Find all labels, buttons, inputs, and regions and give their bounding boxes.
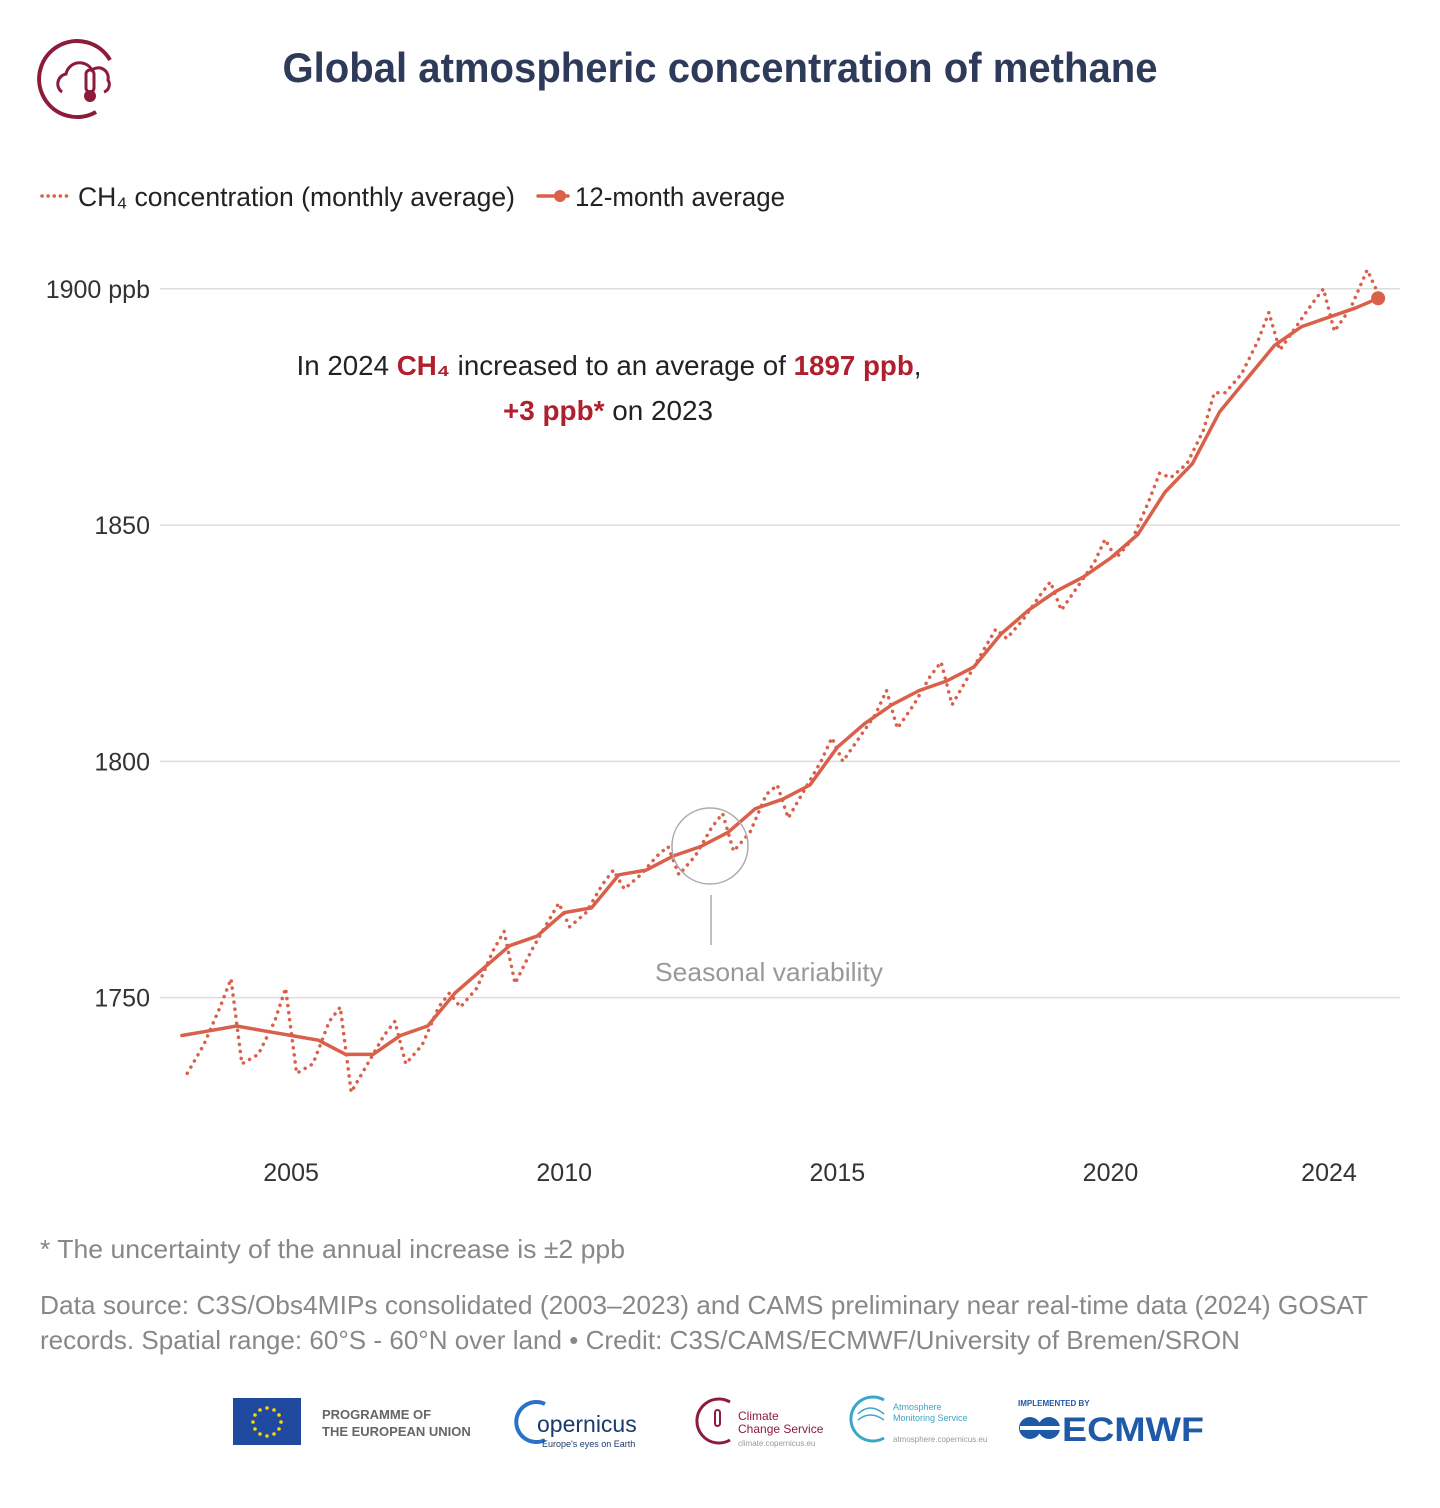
brand-logo [37,39,112,120]
annotation: In 2024 CH₄ increased to an average of 1… [297,350,922,381]
y-tick-label: 1850 [94,512,150,540]
seasonal-callout: Seasonal variability [655,807,883,987]
logo-text: Monitoring Service [893,1413,968,1423]
annotation-segment: , [914,350,922,381]
x-tick-label: 2024 [1301,1159,1357,1187]
x-tick-label: 2020 [1083,1159,1139,1187]
source-line: records. Spatial range: 60°S - 60°N over… [40,1325,1240,1355]
eu-flag [233,1398,301,1445]
annotation-segment: on 2023 [604,395,713,426]
logo-text: Europe's eyes on Earth [542,1439,635,1449]
y-tick-label: 1750 [94,985,150,1013]
logo-icon [857,1407,885,1421]
copernicus-logo: opernicus Europe's eyes on Earth [514,1400,637,1449]
logo-text: Climate [738,1409,779,1423]
logo-text: Atmosphere [893,1402,942,1412]
plot-area: 1900 ppb 1850 1800 1750 2005 2010 2015 2020 2024 [46,268,1400,1187]
x-tick-label: 2005 [263,1159,319,1187]
x-tick-label: 2015 [810,1159,866,1187]
eu-stars [251,1406,283,1438]
logo-text: THE EUROPEAN UNION [322,1424,471,1439]
logo-text: atmosphere.copernicus.eu [893,1435,987,1444]
average-line [180,296,1380,1057]
y-tick-label: 1800 [94,748,150,776]
chart-title: Global atmospheric concentration of meth… [283,44,1158,91]
x-tick-label: 2010 [536,1159,592,1187]
logo-text: ECMWF [1062,1411,1204,1449]
end-marker [1371,291,1386,306]
legend-label: CH₄ concentration (monthly average) [78,182,515,212]
logo-icon [1020,1426,1060,1430]
logo-icon [714,1409,721,1427]
annotation-segment: In 2024 [297,350,397,381]
logo-arc [849,1395,885,1443]
atmosphere-logo: Atmosphere Monitoring Service atmosphere… [849,1395,987,1444]
climate-logo: Climate Change Service climate.copernicu… [695,1397,824,1448]
footnote: * The uncertainty of the annual increase… [40,1234,625,1264]
annotation-segment: CH₄ [397,350,450,381]
eu-logo: PROGRAMME OF THE EUROPEAN UNION [233,1398,471,1445]
monthly-line [185,268,1380,1094]
logo-text: PROGRAMME OF [322,1407,431,1422]
annotation-segment: 1897 ppb [794,350,914,381]
legend-marker [554,190,566,202]
logo-arc [514,1400,546,1444]
annotation-segment: +3 ppb* [503,395,605,426]
legend-label: 12-month average [575,182,785,212]
y-tick-label: 1900 ppb [46,276,150,304]
callout-label: Seasonal variability [655,957,883,987]
ecmwf-logo: IMPLEMENTED BY ECMWF [1018,1399,1204,1449]
logo-text: opernicus [537,1411,637,1437]
logo-text: climate.copernicus.eu [738,1439,815,1448]
annotation: +3 ppb* on 2023 [503,395,713,426]
annotation-segment: increased to an average of [450,350,794,381]
logo-arc [695,1397,731,1445]
source-line: Data source: C3S/Obs4MIPs consolidated (… [40,1290,1368,1320]
callout-circle [671,807,749,885]
logo-text: Change Service [738,1422,824,1436]
logo-text: IMPLEMENTED BY [1018,1399,1090,1408]
